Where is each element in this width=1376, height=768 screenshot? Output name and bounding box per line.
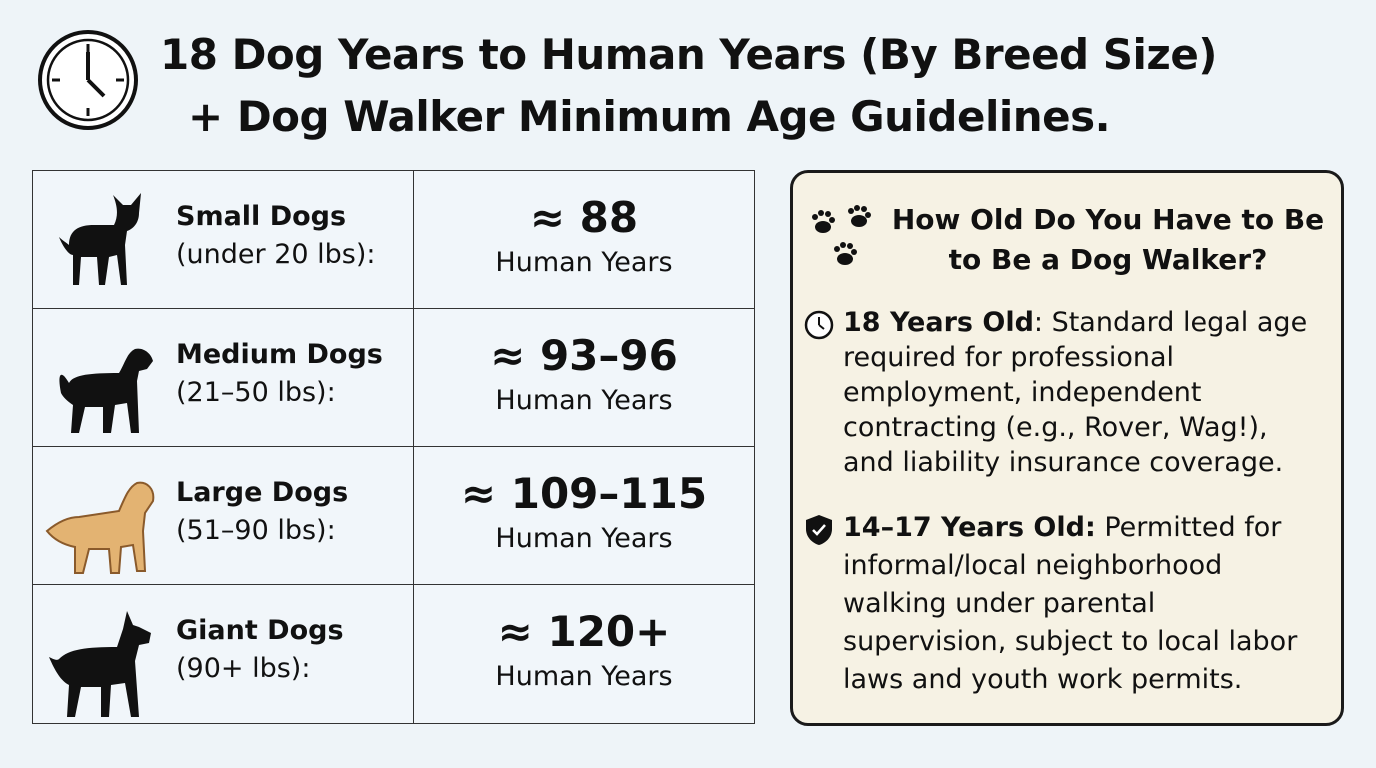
dog-icon bbox=[49, 611, 151, 717]
guideline: 14–17 Years Old: Permitted for informal/… bbox=[806, 509, 1313, 699]
unit-label: Human Years bbox=[495, 247, 673, 278]
title-line: 18 Dog Years to Human Years (By Breed Si… bbox=[160, 30, 1218, 79]
clock-icon bbox=[804, 310, 834, 340]
divider bbox=[413, 447, 414, 584]
info-panel: How Old Do You Have to Be to Be a Dog Wa… bbox=[790, 170, 1344, 726]
breed-name: Giant Dogs bbox=[176, 615, 344, 646]
table-row: Large Dogs (51–90 lbs): ≈ 109–115 Human Yea… bbox=[33, 447, 754, 585]
table-row: Giant Dogs (90+ lbs): ≈ 120+ Human Years bbox=[33, 585, 754, 723]
guideline-label: 14–17 Years Old: bbox=[843, 512, 1096, 543]
guideline: 18 Years Old: Standard legal age require… bbox=[804, 305, 1313, 480]
panel-title: How Old Do You Have to Be bbox=[891, 203, 1325, 236]
guideline-text: : Standard legal age required for profes… bbox=[843, 307, 1308, 478]
breed-name: Small Dogs bbox=[176, 201, 347, 232]
dog-icon bbox=[45, 481, 155, 574]
human-years-estimate: ≈ 93–96 bbox=[490, 331, 678, 380]
divider bbox=[413, 171, 414, 308]
dog-icon bbox=[59, 193, 141, 285]
weight-range: (51–90 lbs): bbox=[176, 515, 336, 546]
shield-icon bbox=[806, 515, 832, 545]
guideline-label: 18 Years Old bbox=[843, 307, 1034, 338]
dog-icon bbox=[59, 348, 153, 433]
guideline-text: Permitted for informal/local neighborhoo… bbox=[843, 512, 1298, 695]
title-line: + Dog Walker Minimum Age Guidelines. bbox=[188, 92, 1111, 141]
unit-label: Human Years bbox=[495, 661, 673, 692]
unit-label: Human Years bbox=[495, 523, 673, 554]
human-years-estimate: ≈ 109–115 bbox=[460, 469, 708, 518]
divider bbox=[413, 585, 414, 723]
table-row: Small Dogs (under 20 lbs): ≈ 88 Human Years bbox=[33, 171, 754, 309]
panel-title: to Be a Dog Walker? bbox=[948, 243, 1268, 276]
divider bbox=[413, 309, 414, 446]
weight-range: (under 20 lbs): bbox=[176, 239, 376, 270]
breed-name: Large Dogs bbox=[176, 477, 349, 508]
unit-label: Human Years bbox=[495, 385, 673, 416]
human-years-estimate: ≈ 120+ bbox=[497, 607, 671, 656]
weight-range: (21–50 lbs): bbox=[176, 377, 336, 408]
table: Small Dogs (under 20 lbs): ≈ 88 Human Years… bbox=[32, 170, 755, 724]
paw-icon bbox=[812, 205, 871, 265]
human-years-estimate: ≈ 88 bbox=[529, 193, 639, 242]
table-row: Medium Dogs (21–50 lbs): ≈ 93–96 Human Year… bbox=[33, 309, 754, 447]
weight-range: (90+ lbs): bbox=[176, 653, 311, 684]
breed-name: Medium Dogs bbox=[176, 339, 383, 370]
clock-icon bbox=[38, 30, 138, 130]
